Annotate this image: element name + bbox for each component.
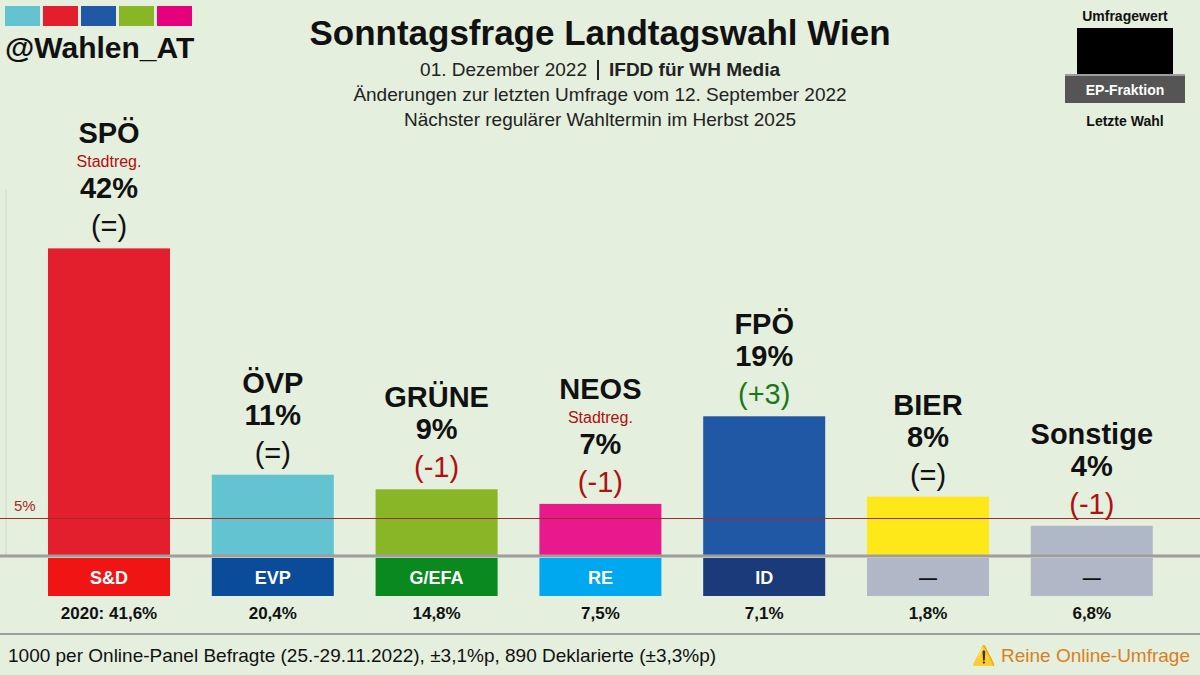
warning: ⚠️ Reine Online-Umfrage	[972, 644, 1190, 667]
date: 01. Dezember 2022	[420, 59, 587, 80]
last-election-label: 6,8%	[1072, 604, 1111, 623]
group-box	[1031, 558, 1153, 596]
logo-square	[5, 6, 40, 26]
group-label: RE	[588, 568, 613, 588]
data-label: 7%	[579, 428, 621, 460]
last-election-label: 7,1%	[745, 604, 784, 623]
data-label: 11%	[245, 399, 302, 431]
handle: @Wahlen_AT	[5, 31, 194, 64]
axis-line	[6, 190, 7, 555]
key-group-box	[1065, 76, 1185, 103]
category-label: FPÖ	[734, 308, 794, 340]
last-election-label: 7,5%	[581, 604, 620, 623]
data-label: 8%	[907, 421, 949, 453]
next-election: Nächster regulärer Wahltermin im Herbst …	[404, 109, 796, 130]
separator	[597, 60, 599, 80]
title: Sonntagsfrage Landtagswahl Wien	[309, 13, 890, 52]
data-label: 19%	[735, 340, 793, 372]
key-label: EP-Fraktion	[1086, 82, 1165, 98]
logo-square	[81, 6, 116, 26]
tick-label: 5%	[14, 497, 36, 514]
key-swatch	[1077, 28, 1173, 75]
last-election-label: 2020: 41,6%	[61, 604, 157, 623]
chart: @Wahlen_AT Sonntagsfrage Landtagswahl Wie…	[0, 0, 1200, 675]
data-label: 4%	[1071, 450, 1113, 482]
footer-line	[0, 633, 1200, 635]
logo-square	[157, 6, 192, 26]
subtitle: Änderungen zur letzten Umfrage vom 12. S…	[353, 84, 846, 105]
bar	[867, 497, 989, 555]
change-label: (=)	[255, 437, 291, 469]
group-box	[539, 558, 661, 596]
key-label: Letzte Wahl	[1086, 113, 1163, 129]
group-box	[867, 558, 989, 596]
bar	[1031, 526, 1153, 555]
group-label: —	[919, 568, 937, 588]
source: IFDD für WH Media	[609, 59, 780, 80]
data-label: 9%	[416, 413, 458, 445]
logo-square	[43, 6, 78, 26]
bar	[48, 248, 170, 555]
bar	[212, 475, 334, 555]
group-label: ID	[755, 568, 773, 588]
footer: 1000 per Online-Panel Befragte (25.-29.1…	[8, 645, 716, 666]
page: {"chart_data": { "type": "bar", "handle"…	[0, 0, 1200, 675]
category-label: ÖVP	[242, 367, 303, 399]
baseline	[0, 555, 1200, 558]
group-box	[376, 558, 498, 596]
bars	[48, 248, 1153, 555]
category-label: NEOS	[559, 373, 641, 405]
background	[0, 0, 1200, 675]
change-label: (=)	[910, 459, 946, 491]
last-election-label: 14,8%	[412, 604, 460, 623]
group-box	[212, 558, 334, 596]
group-label: G/EFA	[410, 568, 464, 588]
data-label: 42%	[80, 172, 138, 204]
change-label: (-1)	[1069, 488, 1114, 520]
bar	[376, 489, 498, 555]
category-label: Sonstige	[1031, 418, 1153, 450]
note-label: Stadtreg.	[568, 409, 633, 426]
key-baseline	[1065, 74, 1185, 76]
bar	[539, 504, 661, 555]
category-label: SPÖ	[78, 117, 139, 149]
group-box	[48, 558, 170, 596]
bar	[703, 416, 825, 555]
group-label: EVP	[255, 568, 291, 588]
last-election-label: 20,4%	[249, 604, 297, 623]
change-label: (=)	[91, 210, 127, 242]
last-election-label: 1,8%	[909, 604, 948, 623]
group-label: —	[1083, 568, 1101, 588]
change-label: (-1)	[414, 451, 459, 483]
note-label: Stadtreg.	[77, 153, 142, 170]
threshold-line	[0, 518, 1200, 519]
category-label: BIER	[893, 389, 962, 421]
logo-square	[119, 6, 154, 26]
group-box	[703, 558, 825, 596]
change-label: (+3)	[738, 378, 790, 410]
group-label: S&D	[90, 568, 128, 588]
change-label: (-1)	[578, 466, 623, 498]
category-label: GRÜNE	[384, 381, 489, 413]
key-label: Umfragewert	[1082, 8, 1168, 24]
